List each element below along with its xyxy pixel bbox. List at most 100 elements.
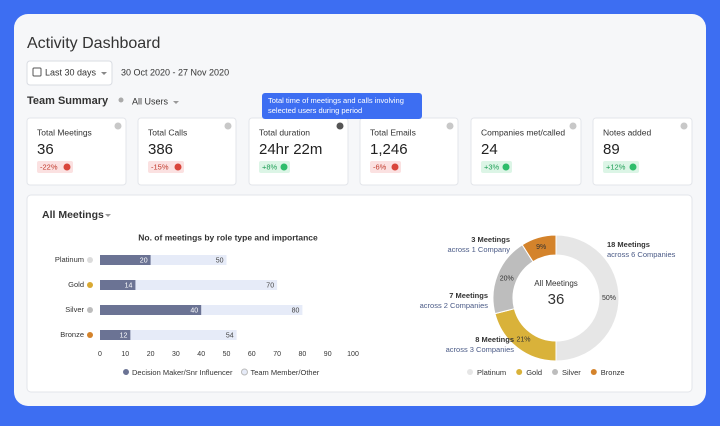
users-icon [118, 97, 124, 103]
bar-label: 50 [216, 257, 224, 264]
bar-label: 40 [190, 307, 198, 314]
slice-label: 20% [500, 275, 514, 282]
x-tick-label: 50 [223, 351, 231, 358]
trend-icon [391, 163, 399, 171]
bar-label: 14 [125, 282, 133, 289]
info-icon [114, 122, 122, 130]
kpi-badge [603, 161, 639, 173]
chart-title: No. of meetings by role type and importa… [138, 232, 318, 242]
kpi-value: 386 [148, 141, 173, 158]
category-label: Bronze [60, 330, 84, 339]
legend-swatch [123, 369, 129, 375]
tooltip-text: selected users during period [268, 106, 362, 115]
kpi-title: Notes added [603, 127, 651, 137]
dropdown-caret [173, 101, 179, 104]
center-value: 36 [548, 291, 565, 308]
kpi-change: -22% [40, 162, 58, 171]
legend-label: Platinum [477, 368, 506, 377]
bar [100, 330, 237, 340]
page-title: Activity Dashboard [27, 35, 160, 52]
info-icon [224, 122, 232, 130]
info-icon [446, 122, 454, 130]
x-tick-label: 0 [98, 351, 102, 358]
annotation-title: 3 Meetings [471, 235, 510, 244]
category-label: Silver [65, 305, 84, 314]
x-tick-label: 20 [147, 351, 155, 358]
x-tick-label: 10 [121, 351, 129, 358]
legend-swatch [516, 369, 523, 375]
info-icon [680, 122, 688, 130]
kpi-badge [37, 161, 73, 173]
kpi-change: +12% [606, 162, 626, 171]
slice-label: 21% [517, 337, 531, 344]
date-filter-label: Last 30 days [45, 67, 97, 77]
kpi-change: -6% [373, 162, 387, 171]
kpi-title: Total Calls [148, 127, 187, 137]
trend-icon [502, 163, 510, 171]
bar [100, 280, 136, 290]
trend-icon [63, 163, 71, 171]
bar-label: 80 [292, 307, 300, 314]
legend-swatch [467, 369, 473, 375]
bar [100, 330, 131, 340]
info-icon [569, 122, 577, 130]
bar-label: 20 [140, 257, 148, 264]
kpi-change: +3% [484, 162, 500, 171]
category-dot [87, 282, 93, 288]
bar [100, 305, 202, 315]
x-tick-label: 30 [172, 351, 180, 358]
slice-label: 50% [602, 295, 616, 302]
kpi-change: -15% [151, 162, 169, 171]
annotation-title: 8 Meetings [475, 335, 514, 344]
bar-label: 12 [120, 332, 128, 339]
kpi-value: 36 [37, 141, 54, 158]
tooltip [262, 93, 422, 119]
legend-swatch [552, 369, 559, 375]
center-label: All Meetings [534, 279, 578, 288]
kpi-title: Companies met/called [481, 127, 565, 137]
legend-label: Silver [562, 368, 581, 377]
kpi-change: +8% [262, 162, 278, 171]
date-range: 30 Oct 2020 - 27 Nov 2020 [121, 67, 229, 77]
legend-label: Bronze [601, 368, 625, 377]
category-label: Gold [68, 280, 84, 289]
x-tick-label: 40 [197, 351, 205, 358]
tooltip-text: Total time of meetings and calls involvi… [268, 96, 404, 105]
slice-label: 9% [536, 244, 546, 251]
x-tick-label: 60 [248, 351, 256, 358]
kpi-title: Total Emails [370, 127, 416, 137]
kpi-title: Total duration [259, 127, 310, 137]
kpi-value: 1,246 [370, 141, 408, 158]
bar [100, 255, 227, 265]
date-filter[interactable] [26, 60, 113, 86]
category-dot [87, 257, 93, 263]
panel-title[interactable]: All Meetings [42, 209, 104, 221]
x-tick-label: 90 [324, 351, 332, 358]
category-dot [87, 332, 93, 338]
legend-label: Decision Maker/Snr Influencer [132, 368, 233, 377]
trend-icon [629, 163, 637, 171]
annotation-title: 18 Meetings [607, 240, 650, 249]
info-icon [336, 122, 344, 130]
x-tick-label: 80 [299, 351, 307, 358]
trend-icon [280, 163, 288, 171]
kpi-value: 24 [481, 141, 498, 158]
annotation-detail: across 6 Companies [607, 250, 676, 259]
x-tick-label: 100 [347, 351, 359, 358]
kpi-value: 24hr 22m [259, 141, 322, 158]
section-title: Team Summary [27, 95, 109, 107]
annotation-detail: across 2 Companies [420, 301, 489, 310]
legend-swatch [590, 369, 597, 375]
bar [100, 280, 278, 290]
legend-swatch [240, 368, 248, 376]
bar-label: 70 [266, 282, 274, 289]
dropdown-caret [101, 72, 107, 75]
user-filter[interactable]: All Users [132, 96, 169, 106]
category-dot [87, 307, 93, 313]
kpi-value: 89 [603, 141, 620, 158]
category-label: Platinum [55, 255, 84, 264]
annotation-detail: across 3 Companies [446, 345, 515, 354]
x-tick-label: 70 [273, 351, 281, 358]
